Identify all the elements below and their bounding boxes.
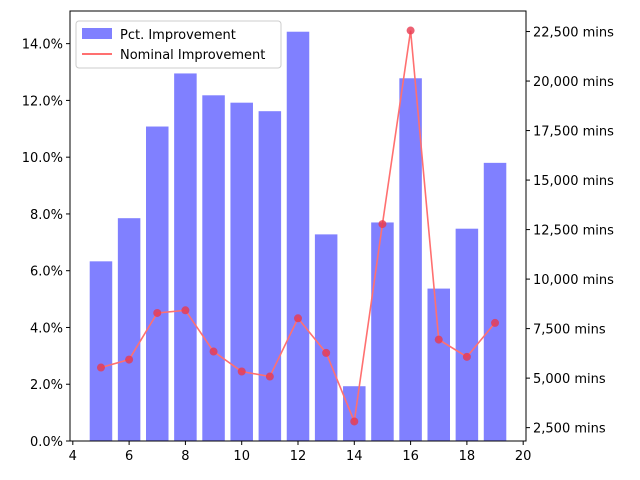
y-right-tick-label: 2,500 mins bbox=[533, 422, 606, 437]
bar-14 bbox=[343, 386, 366, 441]
x-tick-label: 8 bbox=[181, 449, 189, 464]
y-right-tick-label: 20,000 mins bbox=[533, 75, 614, 90]
x-tick-label: 14 bbox=[346, 449, 363, 464]
y-left-tick-label: 4.0% bbox=[30, 321, 63, 336]
line-point-14 bbox=[350, 417, 359, 426]
bar-18 bbox=[455, 228, 479, 441]
bar-6 bbox=[117, 218, 141, 441]
bar-8 bbox=[174, 73, 197, 441]
line-point-19 bbox=[491, 318, 500, 327]
y-left-tick-label: 12.0% bbox=[22, 94, 63, 109]
y-right-tick-label: 7,500 mins bbox=[533, 323, 606, 338]
line-point-10 bbox=[237, 367, 246, 376]
line-point-8 bbox=[181, 306, 190, 315]
line-point-7 bbox=[153, 308, 162, 317]
y-right-tick-label: 5,000 mins bbox=[533, 372, 606, 387]
y-right-tick-label: 15,000 mins bbox=[533, 174, 614, 189]
y-left-tick-label: 2.0% bbox=[30, 378, 63, 393]
line-point-15 bbox=[378, 220, 387, 229]
y-left-tick-label: 14.0% bbox=[22, 38, 63, 53]
y-right-tick-label: 10,000 mins bbox=[533, 273, 614, 288]
y-right-tick-label: 12,500 mins bbox=[533, 224, 614, 239]
axes: 4 6 8 10 12 14 16 18 20 0.0% 2.0% 4.0% 6.0% 8.0% 10.0%… bbox=[22, 10, 614, 464]
x-tick-label: 6 bbox=[125, 449, 133, 464]
x-tick-label: 10 bbox=[233, 449, 250, 464]
legend-label-bar: Pct. Improvement bbox=[120, 28, 236, 43]
y-right-tick-label: 17,500 mins bbox=[533, 125, 614, 140]
bar-15 bbox=[371, 222, 394, 441]
line-point-17 bbox=[434, 335, 443, 344]
line-point-5 bbox=[96, 363, 105, 372]
line-point-12 bbox=[294, 314, 302, 323]
legend-frame bbox=[75, 20, 282, 69]
legend: Pct. Improvement Nominal Improvement bbox=[75, 20, 282, 69]
y-left-tick-label: 6.0% bbox=[30, 265, 63, 280]
x-tick-label: 20 bbox=[515, 449, 532, 464]
line-point-6 bbox=[125, 355, 134, 364]
bar-11 bbox=[258, 111, 282, 442]
legend-swatch-bar bbox=[82, 28, 112, 39]
line-series-nominal-improvement bbox=[96, 26, 500, 426]
bar-10 bbox=[230, 102, 253, 441]
bar-16 bbox=[399, 78, 422, 441]
bar-13 bbox=[314, 234, 338, 441]
line-point-9 bbox=[209, 347, 218, 356]
line-point-16 bbox=[406, 26, 415, 35]
line-point-18 bbox=[462, 352, 471, 361]
y-right-tick-label: 22,500 mins bbox=[533, 26, 614, 41]
bar-5 bbox=[89, 261, 113, 441]
x-tick-label: 4 bbox=[69, 449, 77, 464]
line-point-13 bbox=[322, 348, 331, 357]
bar-17 bbox=[427, 288, 450, 441]
x-tick-label: 12 bbox=[290, 449, 307, 464]
legend-label-line: Nominal Improvement bbox=[120, 48, 265, 63]
y-left-tick-label: 8.0% bbox=[30, 208, 63, 223]
bar-series-pct-improvement bbox=[89, 31, 507, 442]
y-left-tick-label: 10.0% bbox=[22, 151, 63, 166]
bar-19 bbox=[483, 162, 507, 441]
bar-12 bbox=[286, 31, 310, 441]
bar-7 bbox=[146, 126, 169, 441]
bar-9 bbox=[202, 95, 225, 441]
y-left-tick-label: 0.0% bbox=[30, 435, 63, 450]
line-point-11 bbox=[265, 372, 274, 381]
x-tick-label: 16 bbox=[402, 449, 419, 464]
x-tick-label: 18 bbox=[459, 449, 476, 464]
